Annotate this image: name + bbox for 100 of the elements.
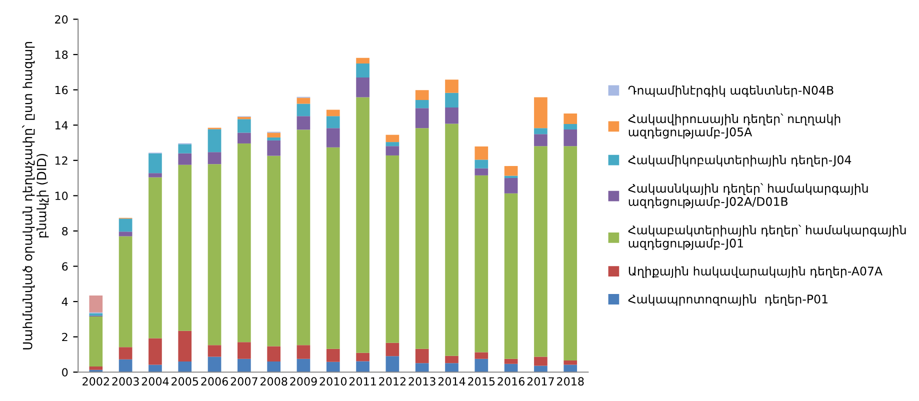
y-tick-label: 14 (55, 121, 68, 130)
y-tick-label: 8 (62, 226, 68, 236)
bar (504, 193, 518, 359)
bar (296, 345, 310, 359)
bar (356, 77, 370, 98)
bar (445, 363, 458, 372)
bar (386, 155, 400, 343)
bar (415, 90, 429, 100)
bar (474, 175, 488, 352)
bar (267, 137, 280, 140)
x-tick-label: 2016 (498, 377, 524, 386)
x-tick-label: 2013 (408, 377, 436, 386)
bar (534, 134, 548, 146)
bar (238, 119, 251, 133)
bar (148, 173, 162, 178)
legend-label: Հակամիկոբակտերիային դեղեր-J04 (628, 155, 852, 167)
y-tick-label: 0 (62, 368, 68, 377)
bar (118, 232, 132, 236)
bar (504, 178, 518, 194)
bar (148, 364, 162, 372)
bar (89, 296, 103, 312)
bar (89, 316, 103, 366)
legend-label: Աղիքային հակավարակային դեղեր-A07A (628, 266, 882, 278)
bar (356, 352, 370, 362)
bar (178, 362, 192, 372)
bar (445, 107, 458, 124)
bar (386, 146, 400, 156)
bar (267, 362, 280, 372)
bar (89, 313, 103, 316)
bar (296, 116, 310, 130)
x-tick-label: 2002 (82, 377, 109, 386)
y-tick-label: 10 (55, 192, 68, 200)
bar (356, 64, 370, 78)
bar (326, 116, 340, 128)
y-axis-title: Սահմանված օրական դեղաչափը՝ ըստ հազար բնակչի (DID) (22, 42, 49, 350)
bar (356, 97, 370, 353)
bar (148, 338, 162, 365)
bar (178, 153, 192, 165)
y-tick-label: 6 (62, 262, 68, 271)
bar (415, 363, 429, 372)
bar (534, 97, 548, 128)
bar (208, 152, 222, 164)
x-tick-label: 2009 (290, 377, 317, 386)
bar (386, 356, 400, 372)
x-tick-label: 2018 (557, 377, 584, 386)
bar (208, 164, 222, 346)
bar (445, 80, 458, 93)
bar (474, 160, 488, 168)
bar (386, 134, 400, 142)
y-tick-label: 12 (55, 156, 68, 165)
bar (445, 124, 458, 356)
bar (564, 146, 578, 360)
bar (356, 58, 370, 64)
bar (474, 352, 488, 359)
x-tick-label: 2004 (142, 377, 169, 386)
bar (267, 346, 280, 362)
x-tick-label: 2010 (320, 377, 347, 386)
bar (148, 177, 162, 338)
bar (564, 130, 578, 146)
y-tick-label: 4 (62, 298, 68, 306)
bar (296, 358, 310, 372)
bar (326, 147, 340, 349)
x-tick-label: 2012 (379, 377, 406, 386)
bar (504, 166, 518, 176)
bar (564, 364, 578, 372)
y-tick-label: 16 (55, 86, 68, 94)
legend-label: Հակավիրուսային դեղեր՝ ուղղակի ազդեցությամբ-J05A (628, 114, 840, 139)
bar (238, 358, 251, 372)
bar (296, 130, 310, 346)
x-tick-label: 2014 (438, 377, 466, 386)
bar (118, 236, 132, 348)
bar (564, 360, 578, 365)
bar (326, 128, 340, 148)
bar (564, 124, 578, 130)
bar (474, 146, 488, 160)
bar (534, 146, 548, 357)
legend-label: Հակաբակտերիային դեղեր՝ համակարգային ազդեցությամբ-J01 (628, 224, 906, 250)
x-tick-label: 2008 (260, 377, 288, 386)
legend-label: Հակասնկային դեղեր՝ համակարգային ազդեցությամբ-J02A/D01B (628, 183, 868, 208)
x-tick-label: 2011 (349, 377, 376, 386)
bar (89, 366, 103, 370)
bar (474, 358, 488, 372)
bar (208, 356, 222, 372)
y-tick-label: 18 (55, 50, 68, 59)
bar (118, 218, 132, 232)
bar (326, 348, 340, 362)
bar (474, 168, 488, 176)
bar (118, 359, 132, 372)
bar (238, 132, 251, 144)
bar (118, 347, 132, 360)
bar (445, 92, 458, 108)
bar (326, 110, 340, 116)
bar (415, 108, 429, 128)
x-tick-label: 2017 (527, 377, 554, 386)
bar (178, 330, 192, 362)
x-tick-label: 2006 (201, 377, 228, 386)
bar (178, 144, 192, 154)
bar (267, 132, 280, 138)
y-tick-label: 20 (55, 15, 68, 24)
bar (296, 98, 310, 104)
